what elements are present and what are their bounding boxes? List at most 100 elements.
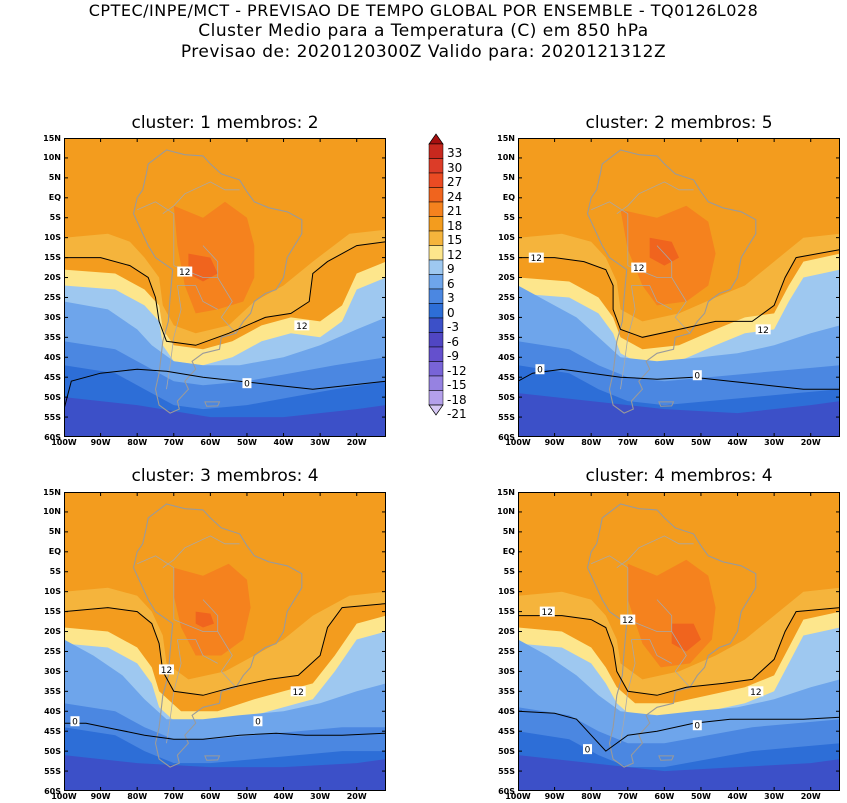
map-canvas: 12 12 0 — [64, 138, 386, 437]
country-border — [162, 535, 240, 569]
lat-tick-label: 45S — [498, 372, 515, 382]
lat-tick-label: 5N — [48, 527, 61, 537]
contour-label-bg — [290, 686, 306, 697]
falkland-islands — [204, 755, 221, 761]
colorbar-label: 6 — [447, 276, 455, 291]
country-border — [173, 265, 237, 334]
panel-title: cluster: 1 membros: 2 — [131, 113, 319, 133]
forecast-map[interactable]: 12 12 0 — [64, 138, 386, 437]
falkland-islands — [658, 755, 675, 761]
lat-tick-label: EQ — [48, 193, 61, 203]
contour-label-bg — [535, 364, 545, 375]
contour-label-bg — [539, 606, 555, 617]
lat-tick-label: 55S — [498, 766, 515, 776]
lat-tick-label: 40S — [44, 706, 61, 716]
lon-tick-label: 20W — [800, 438, 821, 447]
colorbar: 33 30 27 24 21 18 15 12 9 6 3 0 -3 -6 -9 -12 -15 -18 -21 — [426, 132, 486, 442]
lat-tick-label: 10S — [498, 233, 515, 243]
lat-tick-label: 60S — [498, 786, 515, 796]
colorbar-label: 3 — [447, 291, 455, 306]
lat-tick-label: 55S — [44, 412, 61, 422]
falkland-islands — [658, 401, 675, 407]
contour-label: 0 — [72, 718, 78, 728]
lat-tick-label: EQ — [502, 547, 515, 557]
header: CPTEC/INPE/MCT - PREVISAO DE TEMPO GLOBA… — [0, 0, 847, 63]
contour-label: 12 — [179, 268, 190, 278]
contour-label: 12 — [757, 326, 768, 336]
lat-tick-label: 5S — [503, 567, 515, 577]
contour-label-bg — [158, 664, 174, 675]
country-border — [656, 599, 673, 632]
map-canvas: 12 12 0 0 — [64, 492, 386, 791]
forecast-map[interactable]: 12 12 0 0 — [64, 492, 386, 791]
lon-tick-label: 90W — [544, 438, 565, 447]
colorbar-label: 21 — [447, 204, 463, 219]
colorbar-swatch — [428, 259, 444, 275]
contour-label-bg — [253, 716, 263, 727]
colorbar-swatch — [428, 201, 444, 217]
lon-tick-label: 80W — [581, 438, 602, 447]
forecast-map[interactable]: 12 12 12 0 0 — [518, 492, 840, 791]
lat-tick-label: 15N — [497, 487, 515, 497]
lon-tick-label: 100W — [505, 792, 531, 801]
lon-tick-label: 50W — [690, 438, 711, 447]
country-border — [631, 639, 672, 664]
colorbar-label: 30 — [447, 160, 463, 175]
contour-label: 12 — [296, 322, 307, 332]
contour-label-bg — [692, 720, 702, 731]
lat-tick-label: 55S — [498, 412, 515, 422]
contour-12 — [518, 607, 840, 696]
contour-label-bg — [755, 324, 771, 335]
lon-tick-label: 60W — [200, 792, 221, 801]
contour-0 — [64, 368, 386, 410]
contour-label: 0 — [694, 722, 700, 732]
contour-label-bg — [242, 378, 252, 389]
colorbar-label: 15 — [447, 233, 463, 248]
colorbar-label: -15 — [447, 378, 467, 393]
colorbar-label: -3 — [447, 320, 459, 335]
panel-title: cluster: 2 membros: 5 — [585, 113, 773, 133]
lon-tick-label: 70W — [617, 792, 638, 801]
lon-tick-label: 100W — [505, 438, 531, 447]
lat-tick-label: 60S — [498, 432, 515, 442]
lon-tick-label: 80W — [581, 792, 602, 801]
colorbar-swatch — [428, 288, 444, 304]
lat-tick-label: 5N — [502, 173, 515, 183]
contour-label: 12 — [531, 254, 542, 264]
lat-tick-label: 15N — [497, 133, 515, 143]
contour-12 — [518, 249, 840, 338]
lat-tick-label: 5N — [502, 527, 515, 537]
forecast-map[interactable]: 12 12 12 0 0 — [518, 138, 840, 437]
lat-tick-label: 35S — [44, 332, 61, 342]
colorbar-label: -6 — [447, 334, 459, 349]
lat-tick-label: 55S — [44, 766, 61, 776]
colorbar-swatch — [428, 361, 444, 377]
colorbar-label: 0 — [447, 305, 455, 320]
contour-label: 0 — [255, 718, 261, 728]
lon-tick-label: 40W — [727, 792, 748, 801]
contour-0 — [518, 368, 840, 390]
contour-label: 12 — [622, 616, 633, 626]
lat-tick-label: 45S — [44, 726, 61, 736]
colorbar-swatch — [428, 375, 444, 391]
lat-tick-label: 30S — [44, 312, 61, 322]
temp-band-21 — [671, 623, 701, 652]
country-border — [631, 285, 672, 310]
lon-tick-label: 100W — [51, 438, 77, 447]
lat-tick-label: 15N — [43, 133, 61, 143]
lat-tick-label: 50S — [44, 746, 61, 756]
lat-tick-label: 45S — [44, 372, 61, 382]
lon-tick-label: 20W — [346, 792, 367, 801]
panel-title: cluster: 4 membros: 4 — [585, 466, 773, 486]
contour-label: 12 — [633, 264, 644, 274]
map-frame — [518, 138, 840, 437]
contour-label: 12 — [542, 608, 553, 618]
colorbar-swatch — [428, 303, 444, 319]
contour-label-bg — [692, 370, 702, 381]
contour-label-bg — [70, 716, 80, 727]
lat-tick-label: 30S — [498, 312, 515, 322]
contour-12 — [64, 603, 386, 696]
colorbar-label: -9 — [447, 349, 459, 364]
contour-0 — [518, 710, 840, 752]
lon-tick-label: 100W — [51, 792, 77, 801]
